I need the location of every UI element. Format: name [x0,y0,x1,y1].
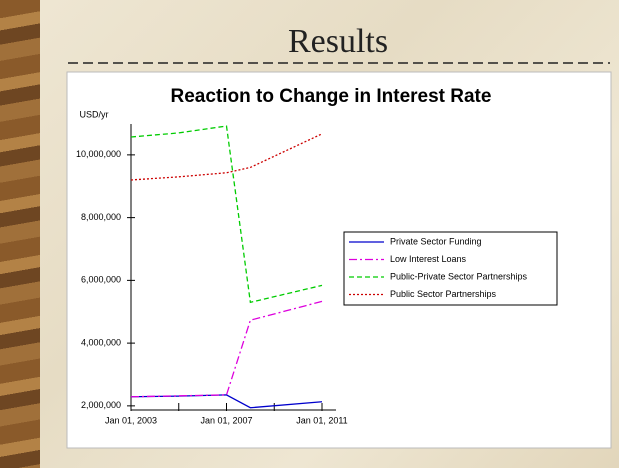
legend-label: Public Sector Partnerships [390,289,497,299]
legend-label: Private Sector Funding [390,236,482,246]
x-tick-label: Jan 01, 2003 [105,415,157,425]
chart: Results Reaction to Change in Interest R… [0,0,619,468]
y-tick-label: 2,000,000 [81,400,121,410]
y-axis-label: USD/yr [80,109,109,119]
y-tick-label: 6,000,000 [81,275,121,285]
chart-title: Reaction to Change in Interest Rate [171,86,492,107]
x-tick-label: Jan 01, 2007 [200,415,252,425]
legend-label: Low Interest Loans [390,254,467,264]
y-tick-label: 10,000,000 [76,149,121,159]
x-tick-label: Jan 01, 2011 [296,415,347,425]
slide: Results Reaction to Change in Interest R… [0,0,619,468]
y-tick-label: 8,000,000 [81,212,121,222]
y-tick-label: 4,000,000 [81,337,121,347]
legend-label: Public-Private Sector Partnerships [390,271,528,281]
slide-title: Results [288,23,388,60]
